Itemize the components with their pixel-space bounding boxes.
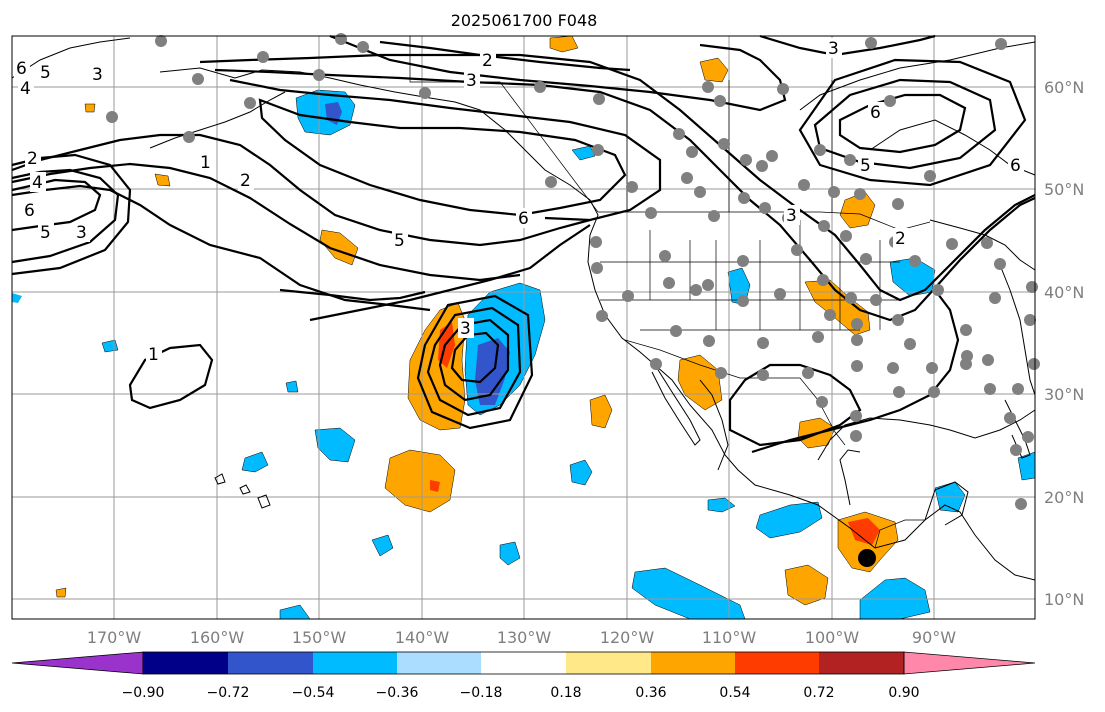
pos-anomaly-hawaii-core: [430, 480, 440, 492]
lon-label: 140°W: [395, 628, 450, 647]
lon-label: 160°W: [190, 628, 245, 647]
colorbar-segment: [481, 652, 566, 674]
pos-anomaly-small-1: [319, 229, 359, 266]
colorbar-tick-label: 0.90: [888, 685, 919, 701]
contour-label: 5: [40, 223, 51, 243]
lat-label: 30°N: [1044, 385, 1084, 404]
neg-anomaly-patch-i: [571, 145, 596, 161]
lat-label: 60°N: [1044, 78, 1084, 97]
colorbar-segment: [735, 652, 819, 674]
colorbar-segment: [143, 652, 228, 674]
lat-label: 20°N: [1044, 488, 1084, 507]
neg-anomaly-patch-e: [499, 541, 521, 566]
colorbar-tick-label: −0.36: [376, 685, 419, 701]
contour-label: 6: [16, 59, 27, 79]
longitude-axis: 170°W 160°W 150°W 140°W 130°W 120°W 110°…: [87, 628, 956, 647]
contour-label: 2: [895, 229, 906, 249]
contour-label: 6: [24, 201, 35, 221]
colorbar-tick-label: 0.72: [803, 685, 834, 701]
colorbar-segment: [313, 652, 397, 674]
contour-label: 5: [860, 156, 871, 176]
lon-label: 150°W: [292, 628, 347, 647]
neg-anomaly-edge: [12, 293, 22, 303]
contour-label: 6: [518, 209, 529, 229]
map-frame: [11, 35, 1036, 620]
colorbar-extend-high: [903, 651, 1036, 675]
pos-anomaly-patch-f: [589, 394, 613, 429]
contour-label: 2: [27, 149, 38, 169]
colorbar-segment: [566, 652, 651, 674]
contour-label: 4: [20, 79, 31, 99]
contour-label: 3: [828, 39, 839, 59]
coastlines: [11, 37, 1036, 581]
neg-anomaly-patch-k: [285, 380, 299, 393]
contour-label: 3: [76, 223, 87, 243]
lon-label: 110°W: [702, 628, 757, 647]
contour-label: 6: [1010, 156, 1021, 176]
contour-label: 1: [148, 345, 159, 365]
lon-label: 100°W: [805, 628, 860, 647]
pos-anomaly-mexico-south-core: [848, 518, 880, 545]
contour-label: 3: [460, 319, 471, 339]
pos-anomaly-patch-l: [154, 173, 171, 187]
colorbar-segment: [819, 652, 904, 674]
pos-anomaly-patch-n: [55, 587, 67, 598]
colorbar-tick-label: 0.36: [635, 685, 666, 701]
neg-anomaly-patch-a: [314, 427, 356, 463]
lon-label: 90°W: [912, 628, 956, 647]
contour-label: 2: [240, 171, 251, 191]
contour-label: 3: [92, 65, 103, 85]
contour-label-group: 6 5 3 4 2 2 3 1 2 6 5 6 4 5 3 3 2 3 6: [14, 38, 1024, 365]
colorbar-segment: [651, 652, 735, 674]
colorbar-extend-low: [11, 651, 144, 675]
contour-label: 5: [40, 63, 51, 83]
contour-label: 5: [394, 231, 405, 251]
contour-label: 3: [466, 71, 477, 91]
neg-anomaly-pacific-south-a: [755, 501, 823, 539]
latitude-axis: 60°N 50°N 40°N 30°N 20°N 10°N: [1044, 78, 1084, 609]
lat-label: 40°N: [1044, 283, 1084, 302]
lat-label: 50°N: [1044, 180, 1084, 199]
contour-label: 2: [482, 51, 493, 71]
map-title: 2025061700 F048: [451, 11, 598, 30]
colorbar: −0.90 −0.72 −0.54 −0.36 −0.18 0.18 0.36 …: [11, 651, 1036, 701]
lon-label: 130°W: [497, 628, 552, 647]
contour-label: 3: [786, 206, 797, 226]
contour-label: 1: [200, 153, 211, 173]
contour-label: 6: [870, 103, 881, 123]
colorbar-tick-label: −0.18: [460, 685, 503, 701]
lon-label: 170°W: [87, 628, 142, 647]
station-points: [106, 33, 1040, 510]
colorbar-segment: [228, 652, 313, 674]
colorbar-segment: [397, 652, 481, 674]
colorbar-tick-label: −0.54: [292, 685, 335, 701]
pos-anomaly-patch-m: [84, 103, 96, 113]
neg-anomaly-gulf-alaska: [295, 89, 356, 136]
neg-anomaly-patch-c: [569, 459, 593, 486]
pos-anomaly-pacific-south: [784, 564, 829, 606]
neg-anomaly-patch-b: [241, 451, 269, 473]
storm-center-marker: [858, 549, 876, 567]
contour-label: 4: [32, 173, 43, 193]
pos-anomaly-nw-canada: [699, 57, 729, 83]
neg-anomaly-patch-d: [371, 534, 394, 557]
colorbar-tick-label: −0.90: [122, 685, 165, 701]
colorbar-tick-label: −0.72: [207, 685, 250, 701]
colorbar-tick-label: 0.54: [719, 685, 750, 701]
lon-label: 120°W: [600, 628, 655, 647]
lat-label: 10°N: [1044, 590, 1084, 609]
colorbar-tick-label: 0.18: [550, 685, 581, 701]
